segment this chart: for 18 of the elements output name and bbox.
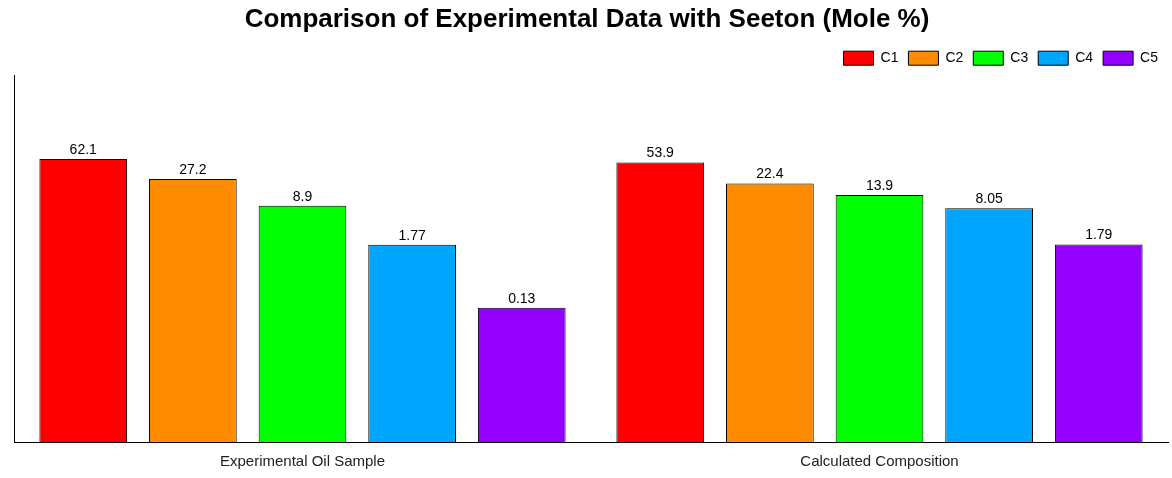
data-label: 62.1 xyxy=(69,140,98,157)
data-label: 0.13 xyxy=(508,289,536,306)
data-label: 53.9 xyxy=(646,144,675,161)
x-tick-label: Experimental Oil Sample xyxy=(219,452,386,470)
legend-label: C2 xyxy=(945,49,964,66)
data-label: 22.4 xyxy=(756,165,784,182)
legend-label: C1 xyxy=(880,49,899,66)
data-label: 13.9 xyxy=(865,176,894,193)
legend-label: C4 xyxy=(1075,49,1094,66)
chart-title: Comparison of Experimental Data with Seeton (Mole %) xyxy=(244,2,930,33)
data-label: 1.79 xyxy=(1085,226,1113,243)
data-label: 8.05 xyxy=(975,190,1003,207)
data-label: 27.2 xyxy=(179,160,207,177)
legend-label: C3 xyxy=(1010,49,1029,66)
data-label: 1.77 xyxy=(398,226,426,243)
data-label: 8.9 xyxy=(292,187,313,204)
x-tick-label: Calculated Composition xyxy=(800,452,959,470)
legend-label: C5 xyxy=(1140,49,1159,66)
